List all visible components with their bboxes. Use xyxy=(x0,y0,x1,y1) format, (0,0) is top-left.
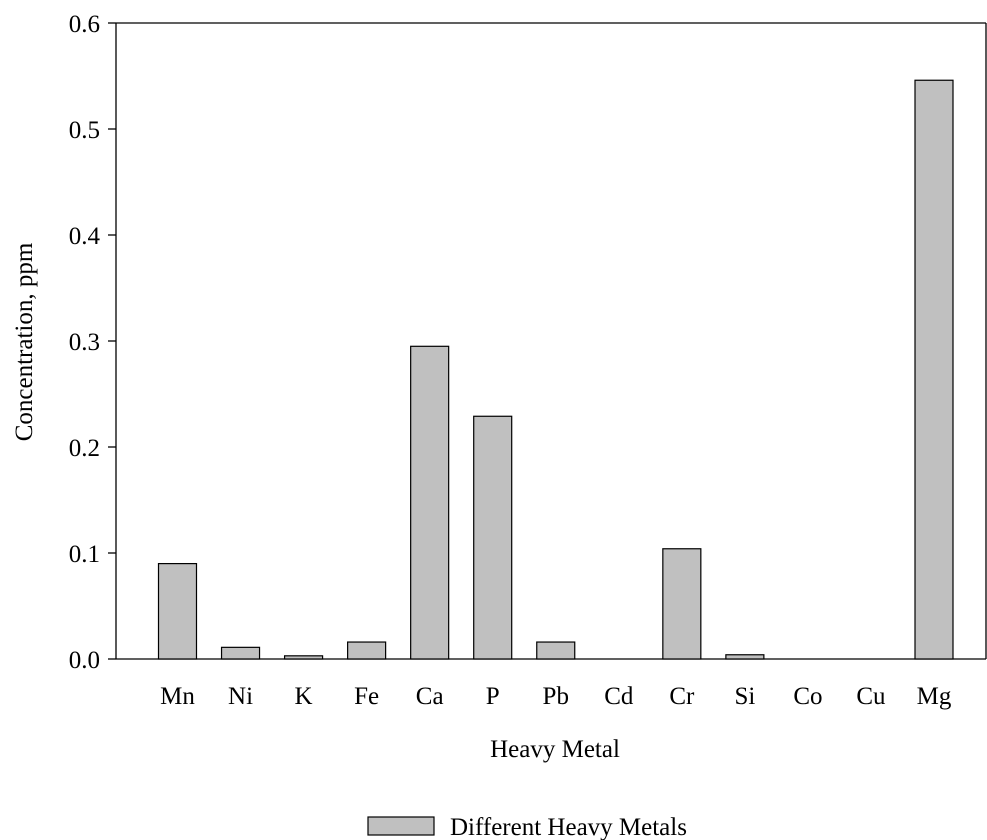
x-tick-label-cu: Cu xyxy=(856,683,886,710)
bar-fe xyxy=(347,641,387,660)
y-tick-label: 0.4 xyxy=(69,223,101,250)
x-tick-label-mn: Mn xyxy=(160,683,195,710)
x-tick-label-cd: Cd xyxy=(604,683,634,710)
y-tick-label: 0.1 xyxy=(69,541,100,568)
plot-area xyxy=(115,22,987,660)
x-axis-title: Heavy Metal xyxy=(490,736,620,763)
x-tick-label-mg: Mg xyxy=(917,683,952,710)
legend-swatch xyxy=(367,816,435,836)
y-axis-title: Concentration, ppm xyxy=(11,242,38,441)
x-tick-label-cr: Cr xyxy=(669,683,695,710)
y-axis-ticks: 0.0 0.1 0.2 0.3 0.4 0.5 0.6 xyxy=(69,11,116,674)
legend: Different Heavy Metals xyxy=(367,814,687,840)
x-axis-ticks: Mn Ni K Fe Ca P Pb Cd Cr Si Co Cu Mg xyxy=(160,683,952,710)
y-tick-label: 0.0 xyxy=(69,647,100,674)
bar-pb xyxy=(536,641,576,660)
x-tick-label-si: Si xyxy=(734,683,755,710)
y-tick-label: 0.2 xyxy=(69,435,100,462)
legend-label: Different Heavy Metals xyxy=(450,814,687,840)
bar-ca xyxy=(410,345,450,660)
bar-cr xyxy=(662,548,702,660)
x-tick-label-p: P xyxy=(486,683,500,710)
x-tick-label-co: Co xyxy=(793,683,822,710)
bar-ni xyxy=(220,646,261,660)
y-tick-label: 0.5 xyxy=(69,117,100,144)
bar-series xyxy=(157,79,954,660)
x-tick-label-fe: Fe xyxy=(354,683,379,710)
bar-k xyxy=(283,655,324,660)
bar-mg xyxy=(914,79,954,660)
y-tick-label: 0.3 xyxy=(69,329,100,356)
x-tick-label-pb: Pb xyxy=(543,683,569,710)
x-tick-label-ca: Ca xyxy=(416,683,444,710)
bar-mn xyxy=(157,562,198,660)
bar-si xyxy=(725,654,765,660)
x-tick-label-k: K xyxy=(295,683,313,710)
x-tick-label-ni: Ni xyxy=(228,683,253,710)
y-tick-label: 0.6 xyxy=(69,11,100,38)
bar-p xyxy=(473,415,513,660)
